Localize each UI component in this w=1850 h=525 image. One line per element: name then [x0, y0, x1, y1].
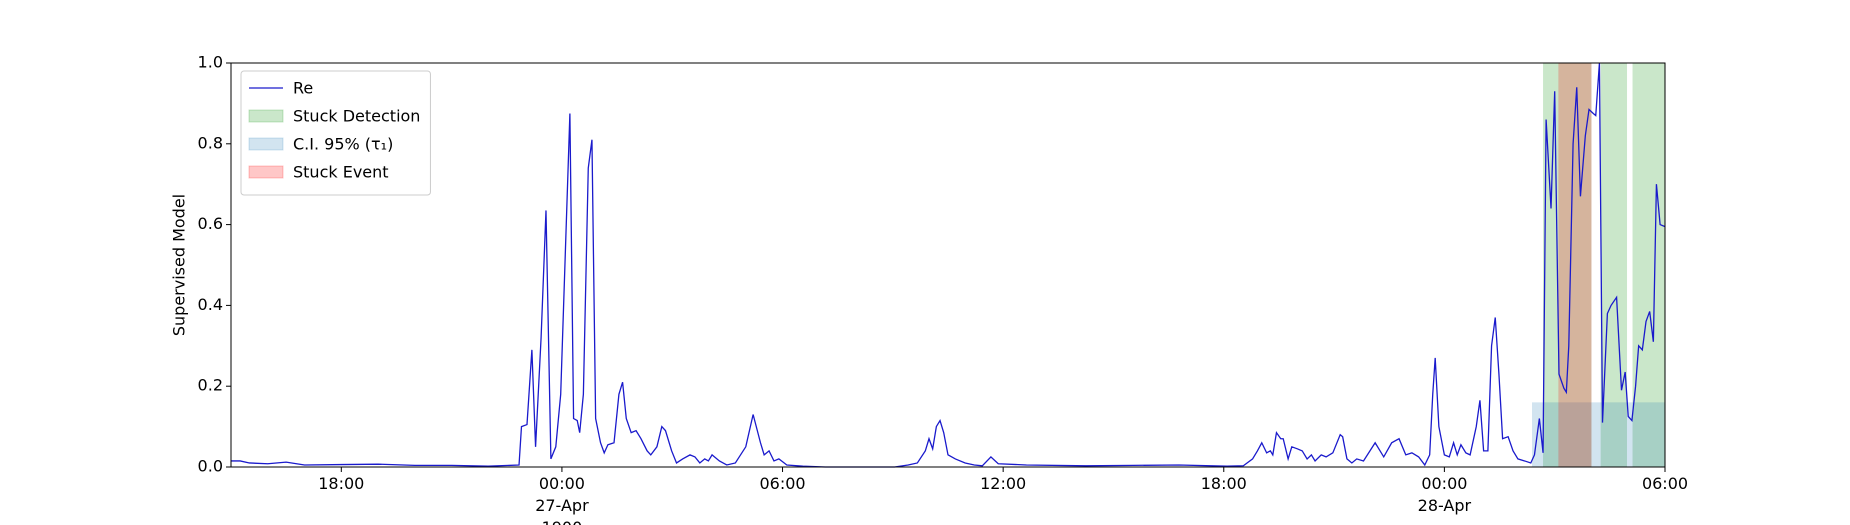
x-tick-label: 18:00: [1200, 474, 1247, 493]
y-axis-label: Supervised Model: [170, 194, 189, 336]
x-tick-label: 00:00 28-Apr: [1417, 474, 1472, 515]
legend-label: Stuck Event: [293, 163, 389, 182]
x-tick-label: 18:00: [318, 474, 365, 493]
y-tick-label: 0.4: [198, 295, 223, 314]
legend-frame: [240, 70, 431, 196]
y-tick-label: 0.8: [198, 133, 223, 152]
region: [1600, 63, 1628, 467]
x-tick-label: 06:00: [1641, 474, 1689, 493]
legend: Re Stuck Detection C.I. 95% (τ₁) Stuck Even…: [240, 70, 431, 196]
y-tick-label: 1.0: [198, 53, 223, 72]
line: [231, 62, 1666, 468]
region: [1532, 402, 1665, 467]
legend-swatch: [248, 109, 284, 123]
legend-label: C.I. 95% (τ₁): [293, 135, 393, 154]
region: [1632, 63, 1665, 467]
y-tick-label: 0.2: [198, 376, 223, 395]
x-tick-label: 12:00: [980, 474, 1027, 493]
legend-swatch: [248, 137, 284, 151]
x-tick-label: 06:00: [759, 474, 806, 493]
legend-label: Re: [293, 79, 313, 98]
axes-frame: [230, 62, 1666, 468]
legend-label: Stuck Detection: [293, 107, 420, 126]
y-tick-label: 0.6: [198, 214, 223, 233]
y-tick-label: 0.0: [198, 457, 223, 476]
legend-swatch: [248, 165, 284, 179]
x-tick-label: 00:00 27-Apr 1900: [535, 474, 589, 525]
region: [1543, 63, 1592, 467]
